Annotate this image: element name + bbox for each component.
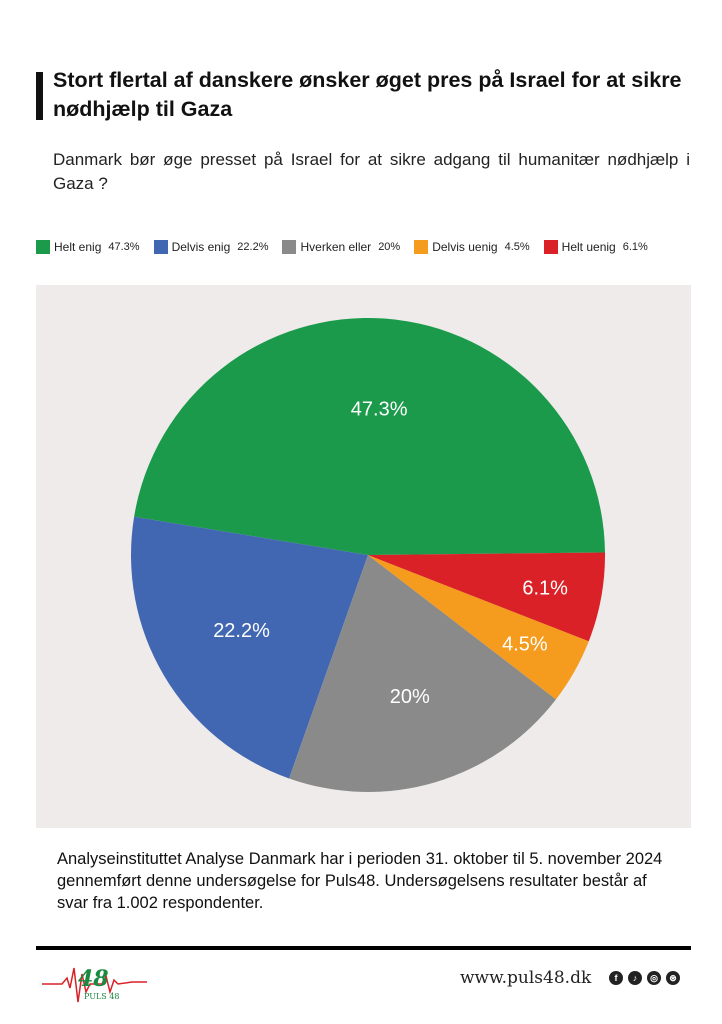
legend-item: Delvis uenig 4.5% xyxy=(414,240,530,254)
legend-label: Hverken eller xyxy=(300,240,372,254)
logo-number: 48 xyxy=(78,966,109,992)
data-label: 6.1% xyxy=(522,577,568,599)
legend-item: Helt uenig 6.1% xyxy=(543,240,648,254)
legend-swatch xyxy=(414,240,429,254)
facebook-icon[interactable]: f xyxy=(609,971,623,985)
legend-value: 47.3% xyxy=(108,241,140,253)
puls48-logo: 48 PULS 48 xyxy=(42,966,147,1003)
pie-slice-helt-enig xyxy=(134,318,605,555)
legend-value: 20% xyxy=(378,241,401,253)
title-accent-bar xyxy=(36,72,43,120)
pie-slice-delvis-uenig xyxy=(368,555,589,700)
data-label: 22.2% xyxy=(213,620,270,642)
instagram-icon[interactable]: ◎ xyxy=(647,971,661,985)
tiktok-icon[interactable]: ♪ xyxy=(628,971,642,985)
pie-slice-helt-uenig xyxy=(368,552,605,642)
chart-subtitle: Danmark bør øge presset på Israel for at… xyxy=(53,150,690,193)
legend-item: Hverken eller 20% xyxy=(282,240,400,254)
legend-swatch xyxy=(543,240,558,254)
legend-label: Delvis uenig xyxy=(432,240,498,254)
legend: Helt enig 47.3% Delvis enig 22.2% Hverken el… xyxy=(36,240,648,254)
data-label: 4.5% xyxy=(502,634,548,656)
legend-swatch xyxy=(153,240,168,254)
page-title: Stort flertal af danskere ønsker øget pr… xyxy=(53,68,682,121)
dribbble-icon[interactable]: ⊛ xyxy=(666,971,680,985)
legend-swatch xyxy=(282,240,297,254)
pie-slice-hverken-eller xyxy=(289,555,556,792)
legend-value: 4.5% xyxy=(504,241,530,253)
data-label: 20% xyxy=(390,686,430,708)
legend-label: Delvis enig xyxy=(171,240,231,254)
legend-value: 6.1% xyxy=(622,241,648,253)
legend-label: Helt uenig xyxy=(561,240,616,254)
logo-text: PULS 48 xyxy=(84,992,120,1001)
legend-item: Helt enig 47.3% xyxy=(36,240,140,254)
social-icons: f ♪ ◎ ⊛ xyxy=(609,971,680,985)
legend-item: Delvis enig 22.2% xyxy=(153,240,269,254)
legend-value: 22.2% xyxy=(237,241,269,253)
data-label: 47.3% xyxy=(351,398,408,420)
pie-slice-delvis-enig xyxy=(131,516,368,779)
footer-divider xyxy=(36,946,691,950)
survey-note: Analyseinstituttet Analyse Danmark har i… xyxy=(57,850,663,912)
legend-swatch xyxy=(36,240,50,254)
legend-label: Helt enig xyxy=(54,240,102,254)
website-link[interactable]: www.puls48.dk xyxy=(460,968,592,988)
